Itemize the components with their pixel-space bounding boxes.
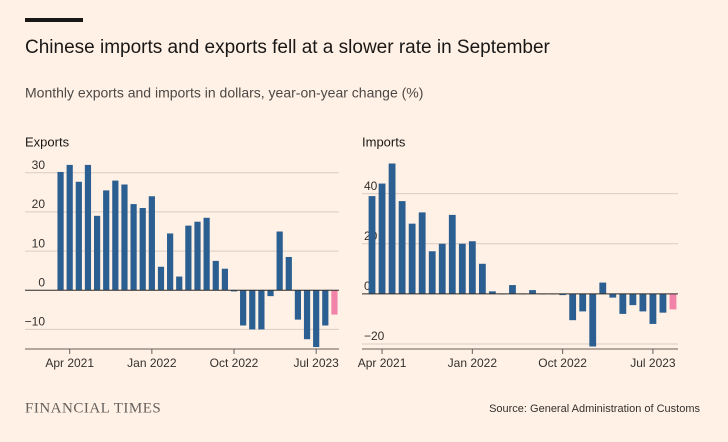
bar xyxy=(579,293,587,312)
y-tick-label: 10 xyxy=(32,236,46,250)
chart-title: Chinese imports and exports fell at a sl… xyxy=(25,37,551,58)
bar xyxy=(559,293,567,296)
chart-subtitle: Monthly exports and imports in dollars, … xyxy=(25,85,423,101)
bar xyxy=(388,163,396,294)
bar xyxy=(294,290,302,320)
bar xyxy=(649,293,657,324)
bar xyxy=(378,183,386,294)
bar xyxy=(240,290,247,326)
brand: FINANCIAL TIMES xyxy=(25,400,161,416)
bar xyxy=(589,293,597,347)
y-tick-label: 0 xyxy=(364,279,371,293)
ft-bar xyxy=(25,18,83,22)
bar xyxy=(276,231,283,291)
y-tick-label: 40 xyxy=(364,179,378,193)
bar xyxy=(157,266,165,291)
bar xyxy=(212,260,219,291)
y-tick-label: −10 xyxy=(25,315,46,329)
bar xyxy=(139,208,146,291)
bar xyxy=(669,293,677,310)
bar xyxy=(285,256,292,291)
bar xyxy=(103,190,110,291)
bar xyxy=(569,293,577,321)
bar xyxy=(176,276,183,291)
bar xyxy=(609,293,617,298)
x-tick-label: Apr 2021 xyxy=(358,356,407,370)
bar xyxy=(659,293,667,313)
bar xyxy=(185,225,192,291)
x-tick-label: Jan 2022 xyxy=(127,356,177,370)
source: Source: General Administration of Custom… xyxy=(489,403,700,415)
bar xyxy=(331,290,338,315)
bar xyxy=(619,293,627,314)
bar xyxy=(438,243,446,294)
y-tick-label: 30 xyxy=(32,158,46,172)
bar xyxy=(368,196,376,294)
bar xyxy=(629,293,637,306)
bar xyxy=(398,201,406,294)
bar xyxy=(221,268,228,291)
bar xyxy=(93,215,101,291)
y-tick-label: 20 xyxy=(32,197,46,211)
bar xyxy=(57,171,64,291)
bar xyxy=(130,204,137,291)
bar xyxy=(167,233,174,291)
bar xyxy=(84,164,92,291)
bar xyxy=(267,290,274,297)
bar xyxy=(509,285,516,294)
bar xyxy=(478,263,486,294)
bar xyxy=(148,196,155,291)
x-tick-label: Jan 2022 xyxy=(448,356,498,370)
x-tick-label: Oct 2022 xyxy=(210,356,259,370)
x-tick-label: Oct 2022 xyxy=(538,356,587,370)
bar xyxy=(112,180,119,291)
bar xyxy=(599,282,607,294)
panel-title: Exports xyxy=(25,134,70,149)
x-tick-label: Apr 2021 xyxy=(45,356,94,370)
bar xyxy=(258,290,265,330)
y-tick-label: −20 xyxy=(364,329,385,343)
y-tick-label: 0 xyxy=(38,275,45,289)
bar xyxy=(230,290,238,292)
bar xyxy=(322,290,329,326)
bar xyxy=(313,290,320,348)
bar xyxy=(639,293,647,312)
bar xyxy=(529,290,536,294)
panel-title: Imports xyxy=(362,134,406,149)
x-tick-label: Jul 2023 xyxy=(293,356,339,370)
bar xyxy=(418,212,426,294)
bar xyxy=(121,184,128,291)
x-tick-label: Jul 2023 xyxy=(630,356,676,370)
bar xyxy=(488,291,496,294)
bar xyxy=(203,217,210,291)
bar xyxy=(408,223,416,294)
bar xyxy=(448,214,456,294)
bar xyxy=(194,221,201,291)
bar xyxy=(66,164,73,291)
bar xyxy=(428,251,436,294)
bar xyxy=(468,241,476,294)
bar xyxy=(249,290,256,330)
bar xyxy=(75,181,82,291)
bar xyxy=(303,290,311,340)
bar xyxy=(458,243,466,294)
